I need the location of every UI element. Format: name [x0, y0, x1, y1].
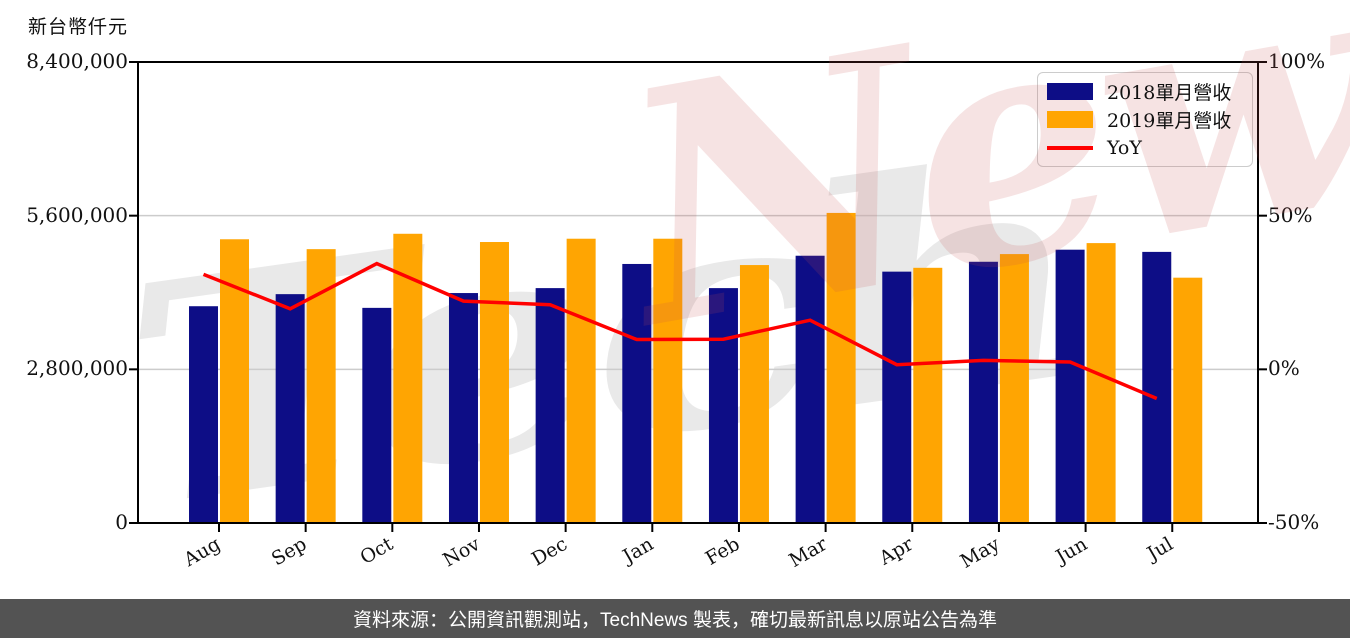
legend-swatch-2019 — [1047, 110, 1093, 128]
bar-2019-Jun — [1086, 243, 1116, 523]
bar-2019-May — [999, 254, 1029, 524]
bar-2019-Feb — [739, 265, 769, 523]
right-axis-label-50%: 50% — [1268, 202, 1313, 227]
bar-2018-May — [968, 261, 998, 523]
source-text: 資料來源：公開資訊觀測站，TechNews 製表，確切最新訊息以原站公告為準 — [353, 610, 997, 631]
legend: 2018單月營收 2019單月營收 YoY — [1037, 72, 1253, 167]
source-footer: 資料來源：公開資訊觀測站，TechNews 製表，確切最新訊息以原站公告為準 — [0, 599, 1350, 638]
left-axis-label-5,600,000: 5,600,000 — [26, 202, 128, 227]
bar-2018-Mar — [795, 255, 825, 523]
bar-2019-Sep — [306, 249, 336, 523]
left-axis-label-0: 0 — [115, 510, 128, 534]
legend-entry-2018: 2018單月營收 — [1047, 77, 1253, 105]
plot-border — [137, 61, 1259, 524]
legend-swatch-2018 — [1047, 82, 1093, 100]
bar-2019-Apr — [913, 267, 943, 523]
legend-line-yoy — [1047, 145, 1093, 150]
legend-label-2018: 2018單月營收 — [1107, 81, 1232, 104]
bar-2018-Jun — [1055, 249, 1085, 523]
bar-2018-Jul — [1142, 251, 1172, 523]
bar-2019-Jan — [653, 238, 683, 523]
bar-2019-Jul — [1173, 277, 1203, 523]
legend-entry-2019: 2019單月營收 — [1047, 105, 1253, 133]
bar-2018-Sep — [275, 294, 305, 523]
bar-2018-Nov — [448, 293, 478, 523]
left-axis-label-2,800,000: 2,800,000 — [26, 356, 128, 381]
bar-2018-Feb — [708, 288, 738, 523]
y-axis-unit-label: 新台幣仟元 — [28, 16, 129, 38]
bar-2018-Dec — [535, 288, 565, 523]
left-axis-label-8,400,000: 8,400,000 — [26, 49, 128, 73]
right-axis-label-0%: 0% — [1268, 356, 1300, 381]
bar-2018-Apr — [882, 271, 912, 523]
right-axis-label--50%: -50% — [1268, 510, 1320, 534]
yoy-line — [202, 261, 1158, 401]
bar-2018-Aug — [189, 306, 218, 523]
right-axis-label-100%: 100% — [1268, 49, 1326, 73]
bar-2019-Mar — [826, 212, 856, 524]
legend-label-2019: 2019單月營收 — [1107, 109, 1232, 132]
legend-entry-yoy: YoY — [1047, 134, 1253, 162]
bar-2018-Jan — [622, 263, 652, 523]
bar-2019-Nov — [479, 242, 509, 523]
bar-2019-Dec — [566, 238, 596, 523]
bar-2018-Oct — [362, 307, 392, 523]
legend-label-yoy: YoY — [1107, 136, 1142, 159]
